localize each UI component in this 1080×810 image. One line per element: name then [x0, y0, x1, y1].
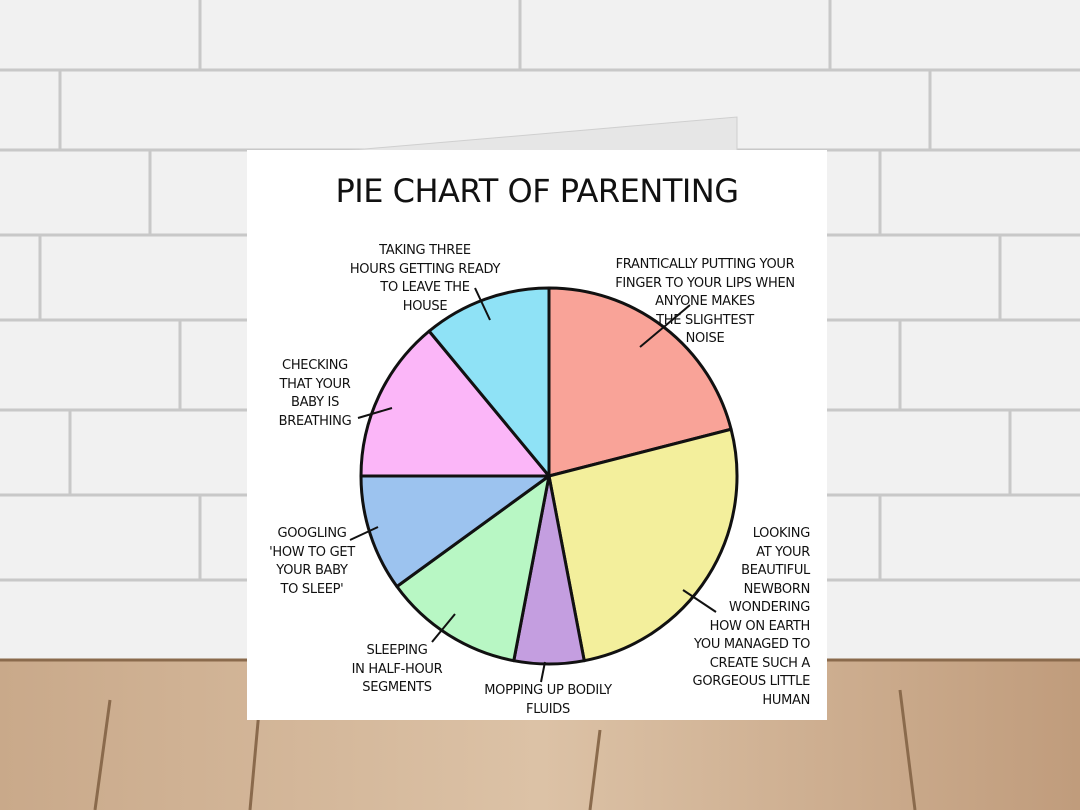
pie-slice — [547, 427, 739, 663]
pie-slice — [359, 329, 551, 478]
pie-slice — [359, 474, 551, 589]
chart-title: PIE CHART OF PARENTING — [335, 172, 739, 210]
slice-label: FRANTICALLY PUTTING YOUR FINGER TO YOUR … — [615, 257, 795, 346]
leader-lines — [349, 287, 717, 683]
pie-slice — [427, 286, 551, 478]
slice-label: LOOKING AT YOUR BEAUTIFUL NEWBORN WONDER… — [692, 526, 811, 708]
slice-label: GOOGLING 'HOW TO GET YOUR BABY TO SLEEP' — [269, 526, 355, 597]
slice-label: SLEEPING IN HALF-HOUR SEGMENTS — [351, 643, 443, 695]
pie-slice — [395, 474, 551, 663]
slice-label: CHECKING THAT YOUR BABY IS BREATHING — [278, 358, 352, 429]
slice-label: MOPPING UP BODILY FLUIDS — [484, 683, 612, 717]
pie — [359, 286, 739, 666]
slice-label: TAKING THREE HOURS GETTING READY TO LEAV… — [349, 243, 501, 314]
